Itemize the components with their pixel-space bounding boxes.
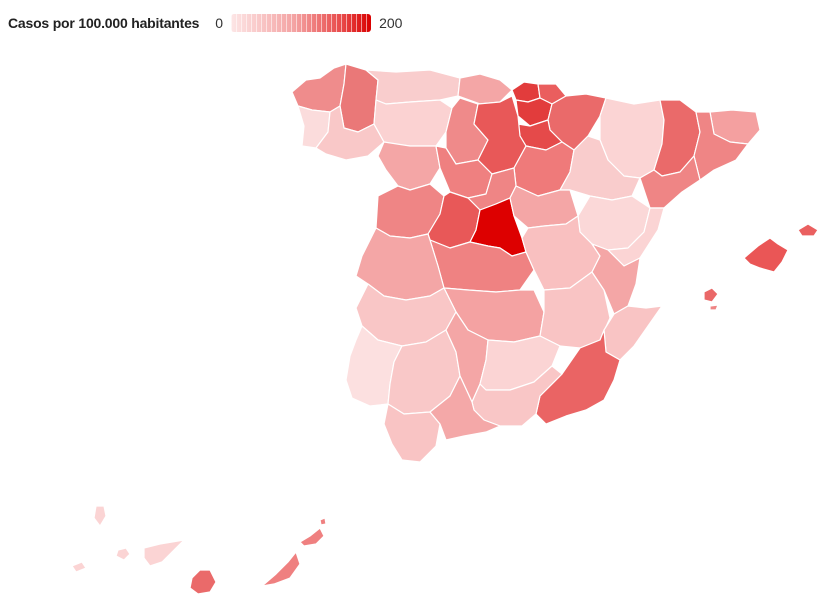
legend-color-bar — [231, 14, 372, 32]
province-huelva[interactable] — [345, 325, 403, 407]
map-legend: Casos por 100.000 habitantes 0 200 — [8, 13, 402, 33]
island-fuerteventura[interactable] — [261, 551, 301, 587]
island-ibiza[interactable] — [703, 287, 719, 303]
province-cantabria[interactable] — [457, 73, 513, 105]
province-alicante[interactable] — [603, 305, 663, 361]
island-menorca[interactable] — [797, 223, 819, 237]
island-tenerife[interactable] — [143, 539, 185, 567]
island-mallorca[interactable] — [743, 237, 789, 273]
island-lanzarote[interactable] — [299, 527, 325, 547]
island-la-gomera[interactable] — [115, 547, 131, 561]
province-a-coruna[interactable] — [291, 63, 347, 113]
legend-title: Casos por 100.000 habitantes — [8, 15, 200, 31]
island-la-palma[interactable] — [93, 505, 107, 527]
province-zamora[interactable] — [377, 141, 441, 191]
island-la-graciosa[interactable] — [319, 517, 327, 526]
province-malaga[interactable] — [429, 375, 501, 441]
province-leon[interactable] — [373, 99, 453, 147]
legend-max-label: 200 — [379, 15, 403, 31]
island-el-hierro[interactable] — [71, 561, 87, 573]
legend-min-label: 0 — [215, 15, 224, 31]
province-asturias[interactable] — [365, 69, 461, 105]
province-barcelona[interactable] — [693, 111, 749, 181]
province-cadiz[interactable] — [383, 403, 441, 463]
province-ourense[interactable] — [315, 105, 385, 161]
province-tarragona[interactable] — [639, 155, 701, 209]
island-formentera[interactable] — [709, 304, 719, 311]
island-gran-canaria[interactable] — [189, 569, 217, 595]
